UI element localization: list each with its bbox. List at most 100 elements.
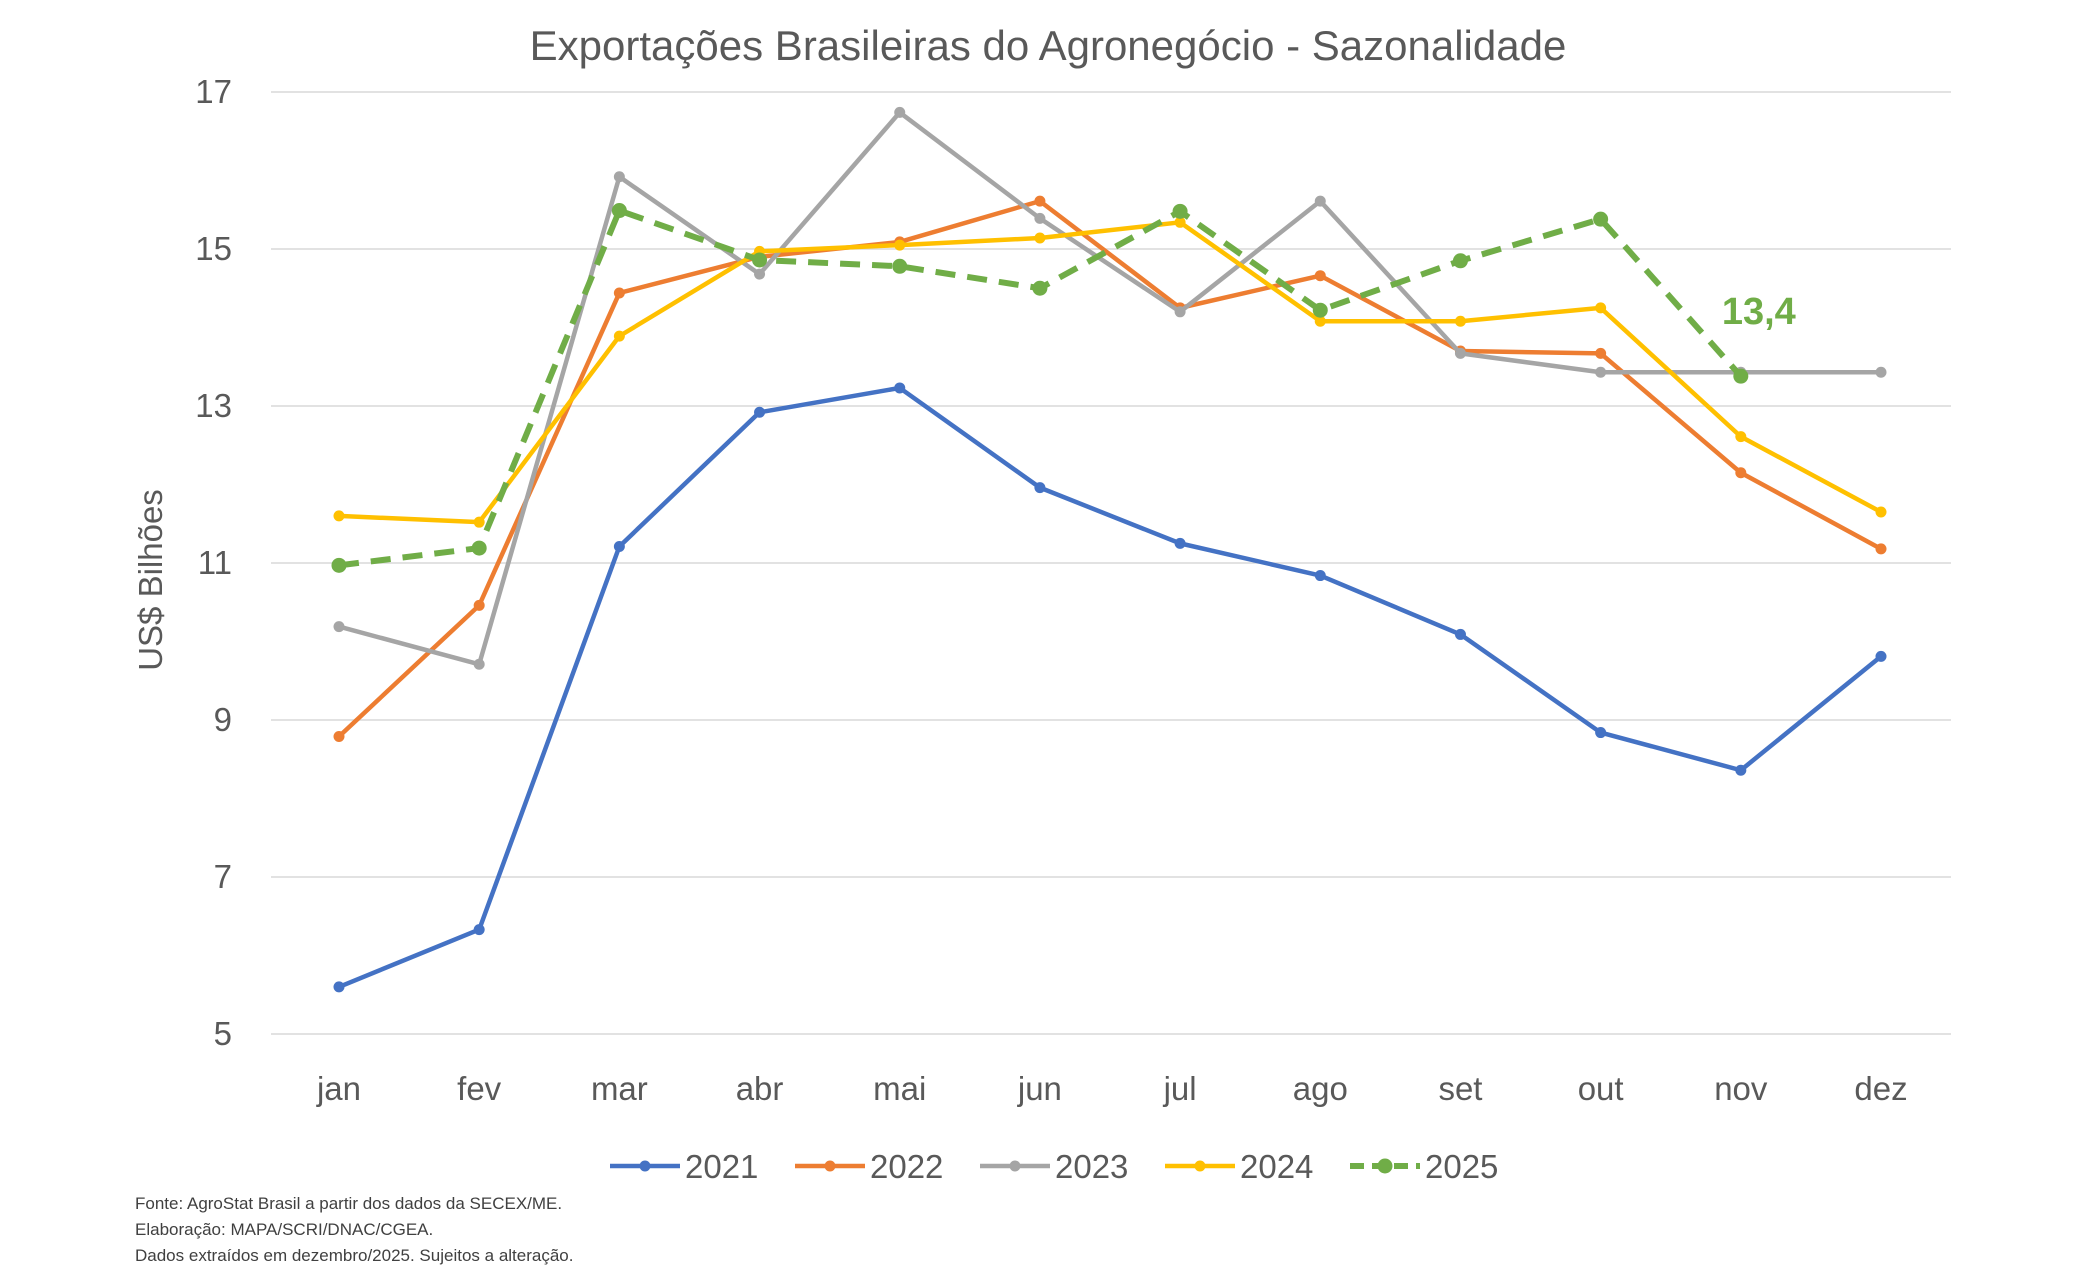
data-point — [1735, 467, 1747, 479]
x-tick-label: fev — [457, 1070, 502, 1107]
data-point — [1314, 570, 1326, 582]
data-point — [1875, 506, 1887, 518]
data-point — [894, 382, 906, 394]
x-tick-label: jun — [1017, 1070, 1062, 1107]
x-tick-label: set — [1438, 1070, 1482, 1107]
legend-label: 2022 — [870, 1148, 943, 1185]
data-point — [1032, 280, 1048, 296]
series-line — [337, 198, 1883, 739]
legend-label: 2023 — [1055, 1148, 1128, 1185]
data-point — [333, 510, 345, 522]
data-point — [1595, 727, 1607, 739]
x-tick-label: dez — [1854, 1070, 1907, 1107]
data-point — [1595, 302, 1607, 314]
legend-item-2023: 2023 — [980, 1148, 1128, 1185]
legend-label: 2025 — [1425, 1148, 1498, 1185]
data-point — [1875, 543, 1887, 555]
data-point — [473, 516, 485, 528]
data-point — [1454, 628, 1466, 640]
legend-marker — [1194, 1160, 1206, 1172]
y-tick-label: 5 — [214, 1015, 232, 1052]
data-point — [1595, 366, 1607, 378]
data-point — [1452, 253, 1468, 269]
data-point — [1454, 347, 1466, 359]
data-point — [613, 541, 625, 553]
y-tick-label: 17 — [195, 73, 232, 110]
data-point — [1174, 306, 1186, 318]
legend-marker — [1377, 1158, 1393, 1174]
data-point — [752, 252, 768, 268]
data-point — [1034, 232, 1046, 244]
data-point — [1174, 216, 1186, 228]
x-tick-label: out — [1578, 1070, 1624, 1107]
series-line — [338, 110, 1881, 667]
data-point — [1875, 650, 1887, 662]
series-line — [338, 385, 1883, 989]
data-point — [894, 106, 906, 118]
x-tick-label: jan — [316, 1070, 361, 1107]
data-point — [1735, 431, 1747, 443]
data-point — [613, 287, 625, 299]
data-point — [1314, 315, 1326, 327]
data-label: 13,4 — [1722, 291, 1796, 333]
footer-line: Elaboração: MAPA/SCRI/DNAC/CGEA. — [135, 1220, 433, 1239]
data-point — [473, 924, 485, 936]
y-axis-label: US$ Bilhões — [132, 489, 169, 671]
data-point — [1593, 211, 1609, 227]
legend-marker — [824, 1160, 836, 1172]
footer-line: Dados extraídos em dezembro/2025. Sujeit… — [135, 1246, 573, 1265]
data-point — [331, 557, 347, 573]
y-tick-label: 13 — [195, 387, 232, 424]
data-point — [1312, 302, 1328, 318]
x-tick-label: abr — [736, 1070, 784, 1107]
data-point — [333, 621, 345, 633]
data-point — [754, 406, 766, 418]
series-2021 — [333, 382, 1887, 993]
data-point — [892, 258, 908, 274]
data-point — [1314, 270, 1326, 282]
data-point — [1733, 368, 1749, 384]
data-point — [1595, 347, 1607, 359]
data-point — [613, 330, 625, 342]
series-2024 — [333, 216, 1887, 528]
legend-item-2021: 2021 — [610, 1148, 758, 1185]
x-tick-label: ago — [1293, 1070, 1348, 1107]
series-line — [338, 220, 1883, 525]
source-footer: Fonte: AgroStat Brasil a partir dos dado… — [135, 1194, 573, 1265]
x-tick-label: mar — [591, 1070, 648, 1107]
legend-item-2025: 2025 — [1350, 1148, 1498, 1185]
data-point — [613, 171, 625, 183]
y-tick-label: 7 — [214, 858, 232, 895]
data-point — [1034, 195, 1046, 207]
data-point — [1034, 212, 1046, 224]
legend-marker — [639, 1160, 651, 1172]
data-point — [754, 268, 766, 280]
x-tick-label: jul — [1163, 1070, 1197, 1107]
data-point — [1172, 203, 1188, 219]
footer-line: Fonte: AgroStat Brasil a partir dos dado… — [135, 1194, 562, 1213]
data-point — [1174, 537, 1186, 549]
data-point — [894, 239, 906, 251]
series-2025 — [331, 203, 1749, 573]
legend-marker — [1009, 1160, 1021, 1172]
x-tick-label: nov — [1714, 1070, 1768, 1107]
y-tick-label: 15 — [195, 230, 232, 267]
data-point — [333, 981, 345, 993]
legend-item-2022: 2022 — [795, 1148, 943, 1185]
data-point — [611, 203, 627, 219]
legend-label: 2021 — [685, 1148, 758, 1185]
chart-title: Exportações Brasileiras do Agronegócio -… — [530, 22, 1567, 69]
data-point — [473, 599, 485, 611]
data-point — [1875, 366, 1887, 378]
x-tick-label: mai — [873, 1070, 926, 1107]
data-point — [333, 730, 345, 742]
legend-label: 2024 — [1240, 1148, 1313, 1185]
series-line — [338, 207, 1744, 569]
data-point — [1314, 195, 1326, 207]
y-tick-label: 11 — [198, 544, 232, 581]
data-point — [1034, 482, 1046, 494]
legend-item-2024: 2024 — [1165, 1148, 1313, 1185]
y-tick-label: 9 — [214, 701, 232, 738]
data-point — [471, 540, 487, 556]
